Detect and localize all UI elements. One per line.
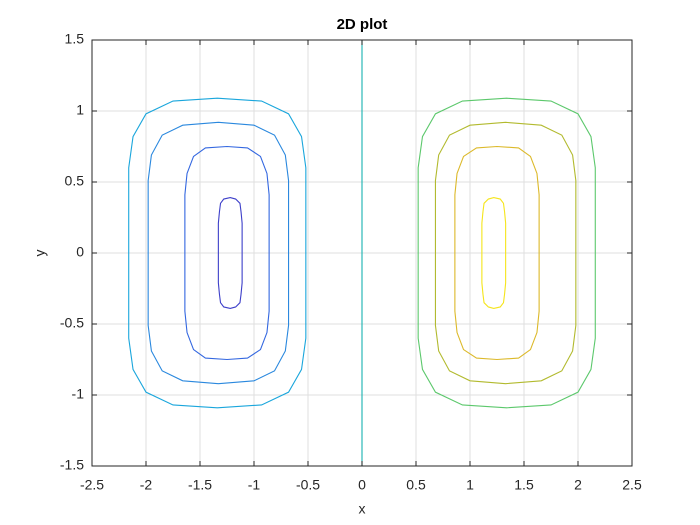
y-tick-label: 1: [76, 102, 84, 118]
x-tick-label: 1: [466, 477, 474, 493]
contour-line: [128, 97, 307, 409]
x-tick-label: -1.5: [188, 477, 212, 493]
y-tick-label: 0.5: [65, 173, 85, 189]
contour-line: [217, 197, 243, 309]
y-tick-label: -0.5: [60, 315, 84, 331]
x-tick-label: -2.5: [80, 477, 104, 493]
ticks: -2.5 -2 -1.5 -1 -0.5 0 0.5 1 1.5 2 2.5 -1.5 -1 -0.5 0 0…: [60, 31, 642, 493]
x-tick-label: 2.5: [622, 477, 642, 493]
x-axis-label: x: [359, 501, 366, 517]
contour-line: [147, 121, 290, 385]
x-tick-label: 0: [358, 477, 366, 493]
x-tick-label: 2: [574, 477, 582, 493]
contour-line: [417, 97, 596, 409]
contours: [128, 40, 596, 466]
x-tick-label: -2: [140, 477, 153, 493]
x-tick-label: 0.5: [406, 477, 426, 493]
y-tick-label: -1.5: [60, 457, 84, 473]
x-tick-label: 1.5: [514, 477, 534, 493]
y-tick-label: -1: [72, 386, 85, 402]
contour-line: [454, 145, 540, 361]
x-tick-label: -0.5: [296, 477, 320, 493]
y-tick-label: 0: [76, 244, 84, 260]
contour-line: [434, 121, 577, 385]
chart-title: 2D plot: [337, 16, 388, 33]
y-tick-label: 1.5: [65, 31, 85, 47]
x-tick-label: -1: [248, 477, 261, 493]
y-axis-label: y: [32, 250, 48, 257]
contour-line: [481, 197, 507, 309]
contour-line: [184, 145, 270, 361]
